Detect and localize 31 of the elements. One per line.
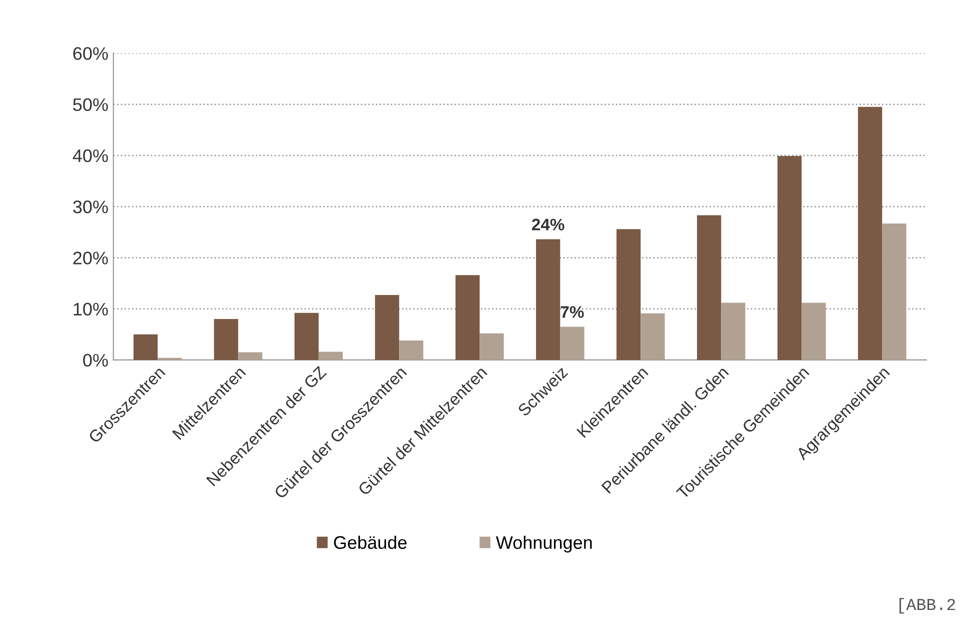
legend-label: Gebäude	[334, 536, 407, 549]
bar	[375, 295, 400, 360]
data-label: 7%	[560, 306, 584, 318]
bar	[882, 223, 906, 360]
bar	[721, 302, 746, 360]
y-tick-label: 10%	[74, 302, 108, 316]
y-tick-label: 50%	[73, 98, 108, 112]
legend-label: Wohnungen	[496, 536, 592, 553]
y-tick-label: 60%	[73, 47, 108, 60]
bar	[640, 313, 665, 360]
bar	[536, 239, 560, 360]
y-tick-label: 20%	[73, 252, 108, 264]
bar	[616, 229, 641, 360]
bar	[318, 352, 343, 360]
bar	[238, 352, 262, 360]
bar	[777, 156, 802, 360]
bar	[294, 312, 319, 360]
bar	[696, 215, 722, 360]
y-tick-label: 30%	[73, 200, 108, 214]
y-tick-label: 0%	[83, 354, 108, 367]
bar	[858, 106, 882, 360]
bar	[214, 319, 238, 360]
bar	[134, 334, 158, 360]
bar	[456, 275, 480, 360]
bar	[560, 326, 584, 360]
bar	[399, 340, 424, 360]
bar	[480, 333, 504, 360]
data-label: 24%	[532, 218, 564, 230]
y-tick-label: 40%	[72, 149, 108, 162]
text: [ABB.2	[900, 598, 956, 614]
bar	[802, 302, 826, 360]
